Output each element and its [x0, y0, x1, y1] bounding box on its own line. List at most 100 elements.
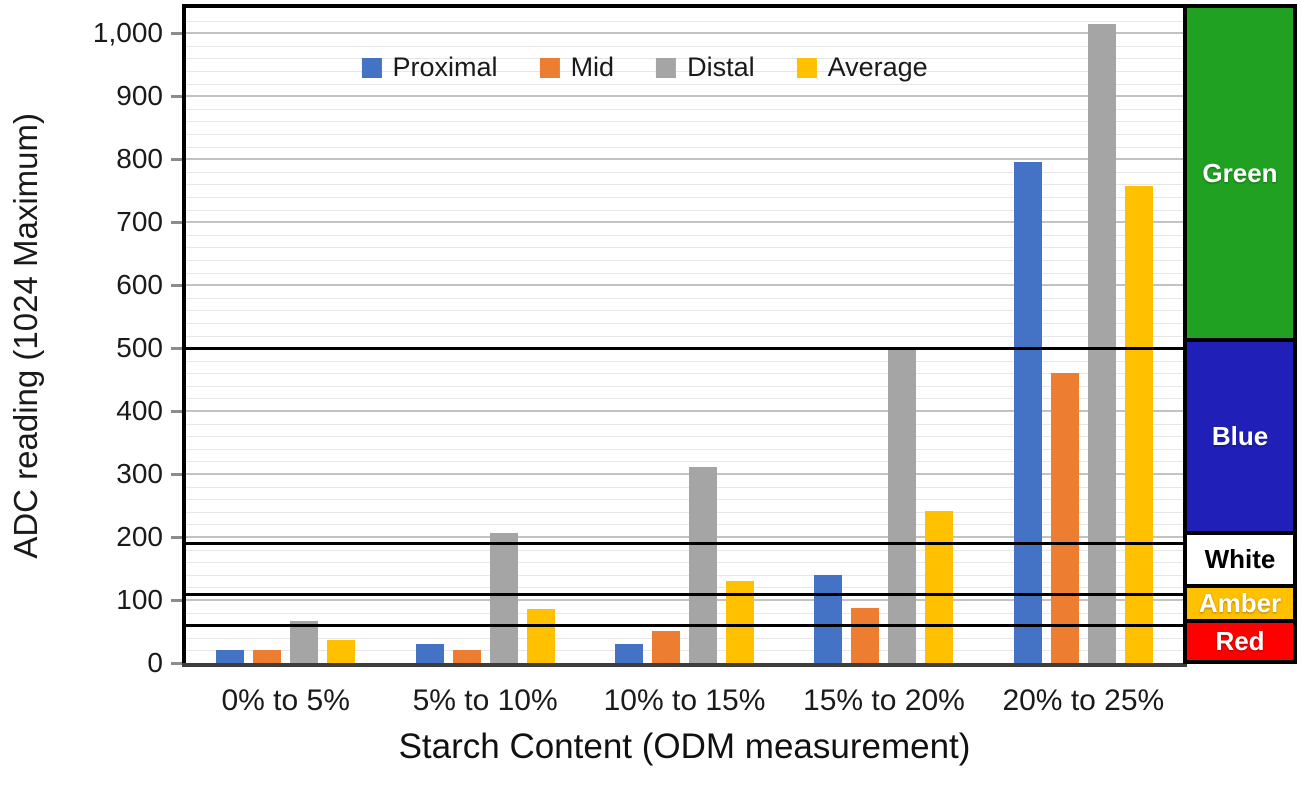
y-tick: 600	[48, 271, 182, 299]
y-tick: 200	[48, 523, 182, 551]
y-tick-mark	[171, 220, 182, 224]
y-tick-mark	[171, 598, 182, 602]
legend-item-mid: Mid	[539, 52, 615, 83]
gridline-minor	[186, 524, 1183, 526]
y-tick: 100	[48, 586, 182, 614]
bar-mid	[253, 650, 282, 663]
bar-distal	[888, 348, 917, 663]
gridline-minor	[186, 650, 1183, 652]
legend-label: Distal	[687, 52, 755, 82]
y-tick: 800	[48, 145, 182, 173]
gridline-minor	[186, 297, 1183, 299]
band-label: Blue	[1211, 421, 1269, 452]
x-category-label: 5% to 10%	[412, 684, 558, 717]
legend-label: Mid	[570, 52, 615, 82]
y-tick-mark	[171, 157, 182, 161]
gridline-major	[186, 536, 1183, 539]
band-label: Amber	[1198, 588, 1282, 619]
gridline-minor	[186, 196, 1183, 198]
bar-group	[585, 8, 784, 663]
legend: Proximal Mid Distal Average	[361, 52, 928, 83]
gridline-minor	[186, 247, 1183, 249]
legend-swatch-icon	[361, 57, 382, 78]
y-axis-line	[182, 4, 186, 663]
band-blue: Blue	[1187, 342, 1293, 536]
y-tick: 1,000	[48, 19, 182, 47]
bar-mid	[851, 608, 880, 663]
bar-proximal	[415, 644, 444, 663]
plot-area: Proximal Mid Distal Average	[186, 8, 1183, 663]
x-category-label: 15% to 20%	[803, 684, 965, 717]
bar-groups-layer	[186, 8, 1183, 663]
bar-proximal	[814, 575, 843, 663]
legend-swatch-icon	[796, 57, 817, 78]
band-red: Red	[1187, 623, 1293, 660]
gridline-minor	[186, 423, 1183, 425]
y-tick-mark	[171, 472, 182, 476]
legend-swatch-icon	[656, 57, 677, 78]
y-tick-label: 600	[116, 269, 163, 301]
y-axis-ticks: 0 100 200 300 400 500 600 700 800 900 1,000	[48, 8, 182, 677]
bar-group	[784, 8, 983, 663]
y-tick-label: 700	[116, 206, 163, 238]
gridline-minor	[186, 461, 1183, 463]
y-tick-mark	[171, 31, 182, 35]
band-label: Red	[1215, 626, 1265, 657]
gridline-major	[186, 284, 1183, 287]
band-green: Green	[1187, 8, 1293, 342]
gridline-minor	[186, 574, 1183, 576]
gridline-minor	[186, 335, 1183, 337]
gridline-major	[186, 410, 1183, 413]
bar-mid	[452, 650, 481, 663]
gridline-minor	[186, 184, 1183, 186]
y-tick: 900	[48, 82, 182, 110]
gridline-minor	[186, 511, 1183, 513]
legend-item-average: Average	[796, 52, 928, 83]
gridline-minor	[186, 322, 1183, 324]
band-amber: Amber	[1187, 588, 1293, 624]
band-column: Green Blue White Amber Red	[1183, 4, 1297, 664]
threshold-line	[186, 592, 1183, 596]
gridline-minor	[186, 45, 1183, 47]
gridline-minor	[186, 234, 1183, 236]
bar-proximal	[615, 644, 644, 663]
x-category-label: 0% to 5%	[221, 684, 350, 717]
band-white: White	[1187, 535, 1293, 589]
gridline-major	[186, 221, 1183, 224]
y-tick-mark	[171, 409, 182, 413]
gridline-minor	[186, 436, 1183, 438]
band-label: White	[1204, 544, 1276, 575]
bar-average	[327, 640, 356, 663]
gridline-minor	[186, 133, 1183, 135]
gridline-minor	[186, 83, 1183, 85]
y-tick-label: 800	[116, 143, 163, 175]
bar-proximal	[1013, 162, 1042, 663]
y-tick-mark	[171, 94, 182, 98]
gridline-minor	[186, 612, 1183, 614]
gridline-minor	[186, 146, 1183, 148]
bar-average	[925, 510, 954, 663]
gridline-major	[186, 32, 1183, 35]
bar-average	[526, 609, 555, 663]
gridline-minor	[186, 310, 1183, 312]
y-tick-label: 1,000	[92, 17, 163, 49]
legend-label: Proximal	[392, 52, 498, 82]
gridline-minor	[186, 637, 1183, 639]
gridline-minor	[186, 108, 1183, 110]
bar-distal	[1087, 23, 1116, 663]
x-category-label: 10% to 15%	[603, 684, 766, 717]
x-category-label: 20% to 25%	[1002, 684, 1165, 717]
bar-distal	[489, 533, 518, 663]
threshold-line	[186, 542, 1183, 546]
gridline-major	[186, 473, 1183, 476]
bar-mid	[652, 630, 681, 663]
bar-average	[1124, 186, 1153, 663]
y-tick-label: 200	[116, 521, 163, 553]
gridline-minor	[186, 385, 1183, 387]
y-tick-label: 400	[116, 395, 163, 427]
y-tick-mark	[171, 535, 182, 539]
legend-swatch-icon	[539, 57, 560, 78]
threshold-line	[186, 624, 1183, 628]
y-tick: 0	[48, 649, 182, 677]
gridline-minor	[186, 587, 1183, 589]
